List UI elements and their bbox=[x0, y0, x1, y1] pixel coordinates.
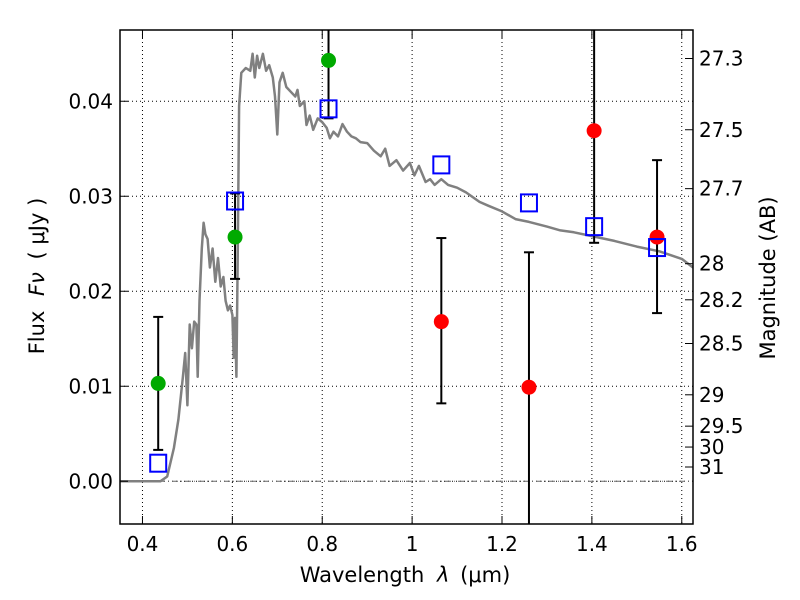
mag-tick-label-3: 28 bbox=[699, 252, 724, 276]
model-photometry-point-5 bbox=[585, 217, 604, 237]
model-photometry-point-3 bbox=[432, 155, 451, 175]
plot-background bbox=[120, 30, 693, 524]
mag-tick-label-2: 27.7 bbox=[699, 177, 744, 201]
mag-tick-label-7: 29.5 bbox=[699, 414, 744, 438]
mag-tick-label-8: 30 bbox=[699, 435, 724, 459]
model-photometry-point-4 bbox=[519, 193, 538, 213]
nondetection-point-2 bbox=[586, 123, 602, 139]
x-tick-label-6: 1.6 bbox=[666, 532, 698, 556]
nondetection-point-0 bbox=[433, 314, 449, 330]
model-spectrum bbox=[120, 52, 693, 483]
mag-tick-label-9: 31 bbox=[699, 455, 724, 479]
y-tick-label-0: 0.00 bbox=[68, 469, 113, 493]
detection-point-1 bbox=[227, 229, 243, 245]
x-tick-label-3: 1 bbox=[406, 532, 419, 556]
nondetection-point-1 bbox=[521, 379, 537, 395]
y-tick-label-4: 0.04 bbox=[68, 89, 113, 113]
x-axis-label: Wavelength λ (μm) bbox=[300, 563, 511, 587]
mag-tick-label-4: 28.2 bbox=[699, 288, 744, 312]
axes-frame bbox=[119, 29, 694, 525]
y-axis-label: Flux Fν ( μJy ) bbox=[25, 198, 49, 355]
detection-point-2 bbox=[321, 52, 337, 68]
x-tick-label-0: 0.4 bbox=[127, 532, 159, 556]
mag-tick-label-5: 28.5 bbox=[699, 332, 744, 356]
plot-area bbox=[120, 30, 693, 524]
detection-point-0 bbox=[150, 375, 166, 391]
x-tick-label-2: 0.8 bbox=[306, 532, 338, 556]
axis-ticks: 0.4 0.6 0.8 1 1.2 1.4 1.6 0.00 0.01 0.02 0.03 0.04 2… bbox=[68, 30, 744, 556]
y-tick-label-3: 0.03 bbox=[68, 184, 113, 208]
x-tick-label-5: 1.4 bbox=[576, 532, 608, 556]
model-photometry-point-6 bbox=[648, 238, 667, 258]
model-photometry-point-1 bbox=[226, 191, 245, 211]
mag-tick-label-1: 27.5 bbox=[699, 118, 744, 142]
model-spectrum-line bbox=[120, 52, 693, 483]
data-points bbox=[149, 52, 667, 473]
mag-tick-label-6: 29 bbox=[699, 383, 724, 407]
y2-axis-label: Magnitude (AB) bbox=[756, 196, 780, 359]
model-photometry-point-0 bbox=[149, 453, 168, 473]
x-tick-label-4: 1.2 bbox=[486, 532, 518, 556]
model-photometry-point-2 bbox=[319, 99, 338, 119]
nondetection-point-3 bbox=[649, 229, 665, 245]
plot-frame bbox=[119, 29, 694, 525]
mag-tick-label-0: 27.3 bbox=[699, 47, 744, 71]
x-tick-label-1: 0.6 bbox=[216, 532, 248, 556]
y-tick-label-2: 0.02 bbox=[68, 279, 113, 303]
y-tick-label-1: 0.01 bbox=[68, 374, 113, 398]
